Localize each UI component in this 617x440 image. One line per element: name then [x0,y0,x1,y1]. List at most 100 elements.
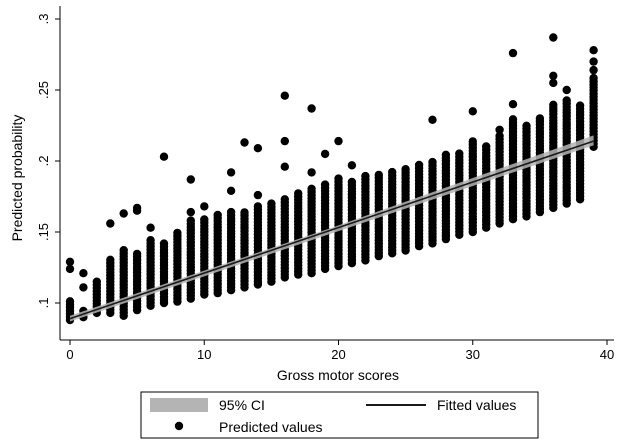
data-point [575,101,585,110]
data-point [508,115,518,124]
data-point [159,152,169,161]
data-point [374,170,383,180]
fitted-line [69,140,594,320]
data-point [119,246,128,255]
data-point [92,277,102,286]
data-point [106,219,115,228]
scatter-points [65,33,598,325]
data-point [280,136,289,146]
data-point [549,33,558,42]
legend-predicted-label: Predicted values [219,419,323,435]
data-point [495,125,504,134]
data-point [146,223,155,232]
data-point [589,73,598,83]
data-point [173,228,182,238]
data-point [522,121,531,130]
data-point [65,257,75,266]
data-point [347,161,357,170]
x-tick-label: 30 [466,347,480,362]
data-point [159,239,169,248]
data-point [267,199,276,208]
legend-fitted-label: Fitted values [437,397,516,413]
data-point [226,186,236,195]
data-point [535,114,545,123]
data-point [106,255,115,264]
data-point [441,150,451,159]
data-point [307,104,316,113]
x-tick-label: 10 [197,347,211,362]
data-point [253,190,263,200]
data-point [146,236,155,245]
data-point [119,209,128,218]
y-tick-label: .25 [36,81,51,99]
data-point [65,264,75,274]
x-axis-title: Gross motor scores [277,367,399,383]
data-point [455,149,464,158]
data-point [280,91,289,100]
data-point [253,202,263,211]
y-tick-label: .1 [36,298,51,309]
data-point [495,131,504,141]
data-point [320,180,330,189]
legend: 95% CI Fitted values Predicted values [140,391,539,439]
legend-ci-swatch [150,398,208,412]
data-point [280,195,289,204]
data-point [361,171,370,181]
data-point [508,100,518,109]
data-point [334,174,343,183]
axes: 0 10 20 30 40 .1 .15 .2 .25 .3 [36,6,614,362]
data-point [468,137,477,146]
x-tick-label: 20 [331,347,345,362]
data-point [280,162,289,171]
y-tick-label: .2 [36,156,51,167]
data-point [132,203,142,213]
data-point [482,142,491,151]
data-point [186,207,195,217]
data-point [213,210,222,220]
data-point [294,189,303,198]
data-point [562,96,571,105]
data-point [589,57,598,66]
data-point [320,149,330,159]
data-point [186,175,195,184]
y-axis-title: Predicted probability [9,115,25,242]
fitted-line-segment [69,140,594,320]
data-point [428,115,437,125]
data-point [186,216,195,225]
data-point [589,46,598,55]
y-tick-label: .15 [36,223,51,241]
data-point [508,48,518,58]
data-point [549,71,558,81]
legend-predicted-marker [174,421,184,431]
data-point [428,157,437,167]
data-point [307,168,316,177]
data-point [226,168,236,177]
data-point [401,165,410,174]
data-point [79,269,88,278]
y-tick-label: .3 [36,14,51,25]
data-point [549,100,558,110]
data-point [307,184,316,193]
data-point [132,249,142,259]
data-point [388,167,397,177]
data-point [200,202,209,211]
data-point [347,177,357,187]
data-point [79,283,88,292]
data-point [240,208,249,217]
data-point [562,85,571,95]
data-point [200,215,209,224]
data-point [240,138,249,147]
data-point [226,207,236,217]
data-point [414,160,424,170]
data-point [253,144,263,153]
data-point [589,65,598,75]
data-point [65,297,75,306]
data-point [549,78,558,88]
axis-labels: Gross motor scores Predicted probability [9,115,399,383]
data-point [468,107,477,116]
x-tick-label: 40 [600,347,614,362]
legend-ci-label: 95% CI [219,397,265,413]
x-tick-label: 0 [66,347,73,362]
